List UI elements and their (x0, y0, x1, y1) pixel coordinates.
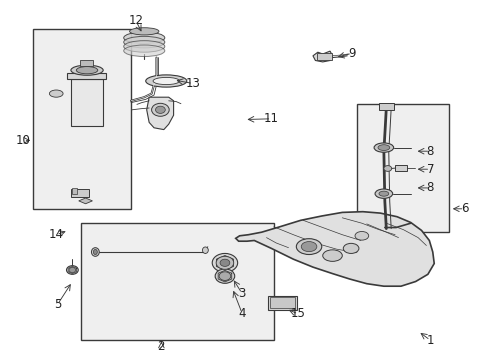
Bar (67, 73, 106, 79)
Ellipse shape (373, 143, 393, 152)
Ellipse shape (322, 250, 342, 261)
Ellipse shape (153, 77, 179, 85)
Bar (356, 104, 448, 232)
Ellipse shape (71, 65, 103, 75)
Ellipse shape (202, 247, 208, 253)
Ellipse shape (155, 106, 165, 113)
Text: 8: 8 (426, 181, 433, 194)
Ellipse shape (343, 243, 358, 253)
Ellipse shape (145, 75, 186, 87)
Ellipse shape (151, 103, 169, 116)
Ellipse shape (66, 266, 78, 274)
Polygon shape (216, 256, 233, 270)
Text: 9: 9 (347, 47, 355, 60)
Ellipse shape (123, 36, 164, 48)
Ellipse shape (220, 259, 229, 266)
Bar (71, 189, 89, 197)
Text: 12: 12 (128, 14, 143, 27)
Ellipse shape (212, 253, 237, 272)
Ellipse shape (301, 242, 316, 252)
Text: 2: 2 (157, 340, 165, 353)
Bar (33, 29, 131, 209)
Bar (72, 188, 77, 194)
Bar (80, 60, 93, 66)
Bar (267, 296, 297, 310)
Ellipse shape (378, 191, 388, 196)
Text: 3: 3 (238, 287, 245, 300)
Text: 11: 11 (264, 112, 278, 125)
Ellipse shape (296, 239, 321, 255)
Ellipse shape (383, 166, 391, 171)
Ellipse shape (354, 231, 368, 240)
Ellipse shape (129, 28, 159, 35)
Ellipse shape (216, 256, 233, 269)
Text: 6: 6 (460, 202, 468, 215)
Polygon shape (235, 212, 433, 286)
Bar (394, 165, 407, 171)
Bar (81, 223, 273, 340)
Text: 1: 1 (426, 334, 433, 347)
Ellipse shape (123, 45, 164, 57)
Text: 5: 5 (54, 298, 61, 311)
Ellipse shape (374, 189, 392, 198)
Ellipse shape (91, 248, 99, 256)
Ellipse shape (215, 269, 234, 283)
Bar (71, 79, 102, 126)
Bar (378, 103, 393, 110)
Ellipse shape (123, 41, 164, 52)
Ellipse shape (123, 32, 164, 44)
Ellipse shape (76, 67, 98, 74)
Ellipse shape (69, 267, 76, 273)
Text: 8: 8 (426, 145, 433, 158)
Text: 7: 7 (426, 163, 433, 176)
Text: 14: 14 (49, 228, 63, 241)
Polygon shape (79, 198, 92, 204)
Bar (269, 297, 295, 308)
Bar (316, 53, 331, 60)
Text: 13: 13 (185, 77, 200, 90)
Ellipse shape (377, 145, 389, 150)
Text: 15: 15 (290, 307, 305, 320)
Text: 10: 10 (16, 134, 31, 147)
Polygon shape (146, 97, 173, 130)
Text: 4: 4 (238, 307, 245, 320)
Ellipse shape (93, 249, 97, 255)
Ellipse shape (219, 272, 230, 280)
Ellipse shape (49, 90, 63, 97)
Polygon shape (312, 51, 332, 62)
